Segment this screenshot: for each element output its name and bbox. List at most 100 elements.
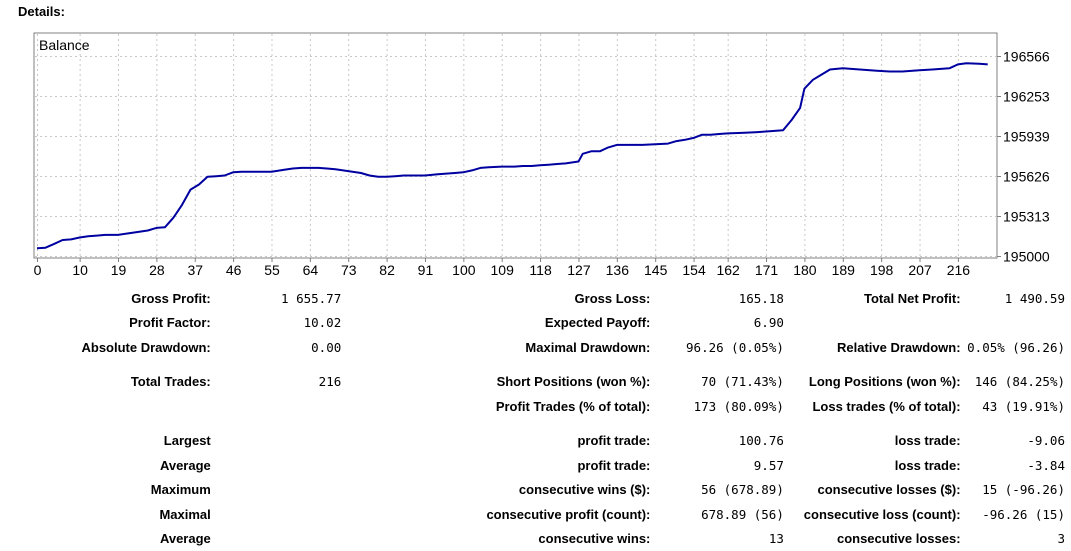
x-tick-label: 180 [793,262,817,278]
x-tick-label: 19 [111,262,127,278]
spacer [0,453,40,478]
stat-label [40,394,211,419]
x-tick-label: 189 [832,262,856,278]
stat-label: consecutive loss (count): [784,502,961,527]
stat-label: consecutive losses: [784,527,961,551]
stat-value: 9.57 [650,453,783,478]
stat-value: 56 (678.89) [650,478,783,503]
stat-label: Total Trades: [40,370,211,395]
x-tick-label: 10 [72,262,88,278]
plot-area [34,33,997,258]
y-tick-label: 196566 [1003,49,1050,65]
stat-value: 100.76 [650,429,783,454]
x-tick-label: 46 [226,262,242,278]
stat-label: Expected Payoff: [341,311,650,336]
stat-label: Maximum [40,478,211,503]
stat-label: Gross Profit: [40,286,211,311]
y-tick-label: 195000 [1003,249,1050,265]
stat-label: loss trade: [784,453,961,478]
spacer [0,419,1071,429]
stat-label: Absolute Drawdown: [40,335,211,360]
x-tick-label: 207 [908,262,932,278]
stat-value [211,478,341,503]
stat-value: 6.90 [650,311,783,336]
stat-value: -9.06 [961,429,1071,454]
stats-row: Profit Trades (% of total):173 (80.09%)L… [0,394,1071,419]
stat-value: 146 (84.25%) [961,370,1071,395]
x-tick-label: 91 [418,262,434,278]
x-tick-label: 64 [303,262,319,278]
stat-label: Short Positions (won %): [341,370,650,395]
x-tick-label: 73 [341,262,357,278]
spacer [0,478,40,503]
spacer [0,370,40,395]
stat-value [211,527,341,551]
stats-row [0,360,1071,370]
stat-label: Maximal Drawdown: [341,335,650,360]
stat-value: 3 [961,527,1071,551]
x-tick-label: 82 [379,262,395,278]
stat-label: Average [40,453,211,478]
stat-value: -96.26 (15) [961,502,1071,527]
stat-label: consecutive losses ($): [784,478,961,503]
spacer [0,527,40,551]
stat-label: profit trade: [341,453,650,478]
x-tick-label: 198 [870,262,894,278]
stat-value: 678.89 (56) [650,502,783,527]
stat-label: consecutive wins: [341,527,650,551]
x-tick-label: 136 [606,262,630,278]
stat-label: loss trade: [784,429,961,454]
stat-label: consecutive profit (count): [341,502,650,527]
stat-label: Profit Trades (% of total): [341,394,650,419]
spacer [0,335,40,360]
stat-value: 70 (71.43%) [650,370,783,395]
stat-label: Largest [40,429,211,454]
stat-label: profit trade: [341,429,650,454]
stat-value: -3.84 [961,453,1071,478]
x-tick-label: 100 [452,262,476,278]
stat-value [211,502,341,527]
stat-value: 1 655.77 [211,286,341,311]
stat-label: Gross Loss: [341,286,650,311]
y-tick-label: 195313 [1003,209,1050,225]
x-tick-label: 109 [491,262,515,278]
stat-label: Average [40,527,211,551]
x-tick-label: 28 [149,262,165,278]
stat-value: 15 (-96.26) [961,478,1071,503]
spacer [0,286,40,311]
stat-value: 0.00 [211,335,341,360]
spacer [0,502,40,527]
stat-value: 43 (19.91%) [961,394,1071,419]
x-tick-label: 154 [682,262,706,278]
stat-value [211,394,341,419]
stat-value [961,311,1071,336]
x-tick-label: 145 [644,262,668,278]
chart-title: Balance [39,37,90,53]
x-tick-label: 55 [264,262,280,278]
y-tick-label: 195939 [1003,129,1050,145]
spacer [0,394,40,419]
stat-value: 96.26 (0.05%) [650,335,783,360]
stat-value: 173 (80.09%) [650,394,783,419]
stat-value: 1 490.59 [961,286,1071,311]
stat-value: 216 [211,370,341,395]
x-tick-label: 127 [567,262,591,278]
stat-value: 10.02 [211,311,341,336]
stat-label: Loss trades (% of total): [784,394,961,419]
stat-label: Total Net Profit: [784,286,961,311]
stat-value: 13 [650,527,783,551]
stat-label: Long Positions (won %): [784,370,961,395]
spacer [0,311,40,336]
x-tick-label: 118 [529,262,552,278]
stat-label: Relative Drawdown: [784,335,961,360]
y-tick-label: 195626 [1003,169,1050,185]
